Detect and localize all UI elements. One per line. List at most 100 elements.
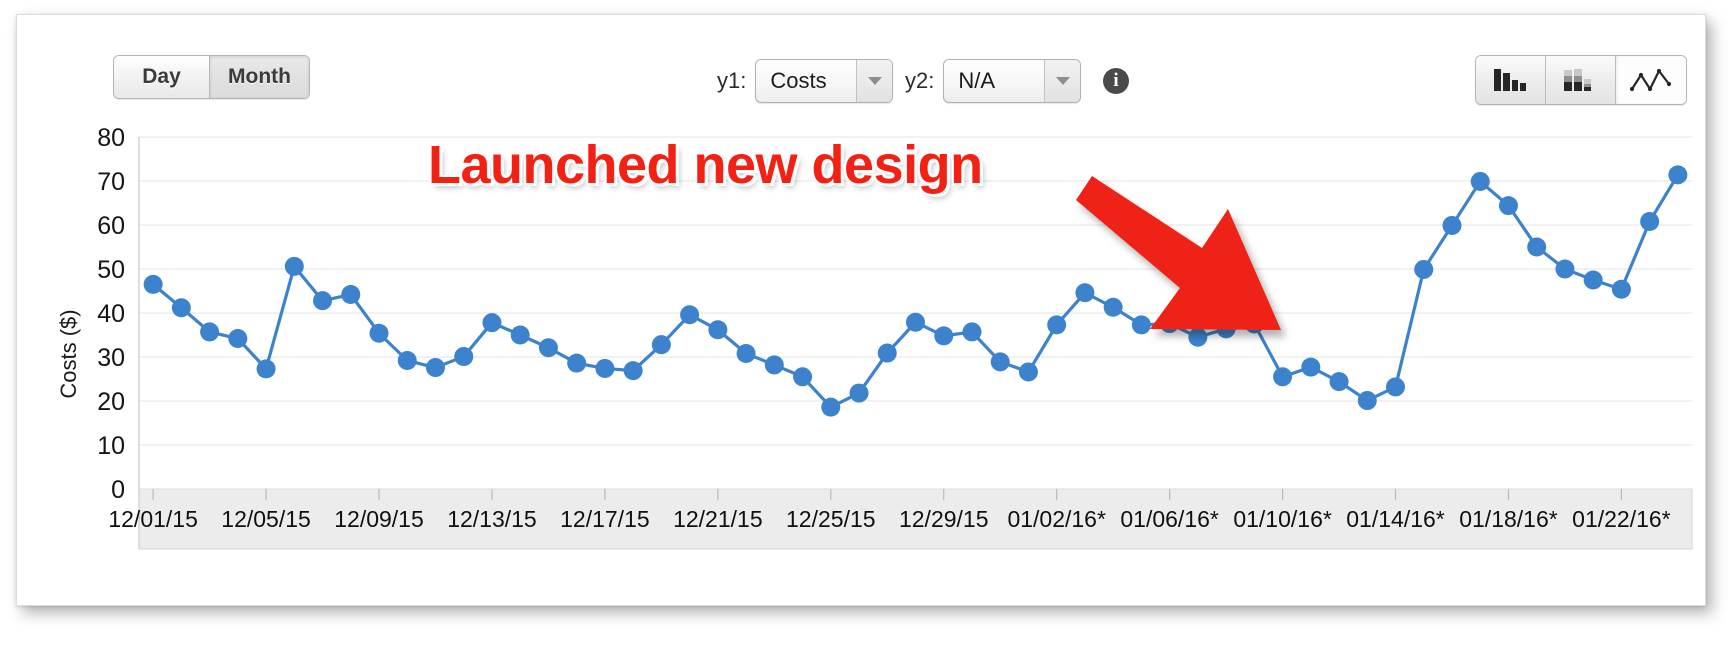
data-point[interactable] [313, 291, 333, 311]
data-point[interactable] [1103, 297, 1123, 317]
data-point[interactable] [877, 343, 897, 363]
chart-card: Day Month y1: Costs y2: N/A i [16, 14, 1706, 606]
data-point[interactable] [454, 347, 474, 367]
data-point[interactable] [764, 355, 784, 375]
y-tick-label: 40 [97, 300, 125, 328]
x-tick-label: 12/29/15 [899, 506, 989, 532]
data-point[interactable] [821, 397, 841, 417]
data-point[interactable] [1329, 372, 1349, 392]
chevron-down-icon[interactable] [856, 60, 893, 102]
y2-select[interactable]: N/A [943, 59, 1082, 103]
y-tick-label: 0 [111, 476, 125, 504]
data-point[interactable] [228, 329, 248, 349]
y2-label: y2: [905, 68, 935, 93]
data-point[interactable] [1498, 196, 1518, 216]
data-point[interactable] [1583, 270, 1603, 290]
x-tick-label: 12/13/15 [447, 506, 537, 532]
data-point[interactable] [962, 322, 982, 342]
x-tick-label: 01/10/16* [1233, 506, 1332, 532]
info-icon[interactable]: i [1103, 68, 1129, 94]
y-tick-label: 50 [97, 256, 125, 284]
data-point[interactable] [510, 325, 530, 345]
data-point[interactable] [538, 338, 558, 358]
stacked-bar-chart-icon [1563, 69, 1591, 91]
y-tick-label: 30 [97, 344, 125, 372]
data-point[interactable] [397, 351, 417, 371]
bar-chart-icon [1493, 69, 1526, 91]
y1-select-value: Costs [770, 68, 827, 93]
data-point[interactable] [1216, 319, 1236, 339]
data-point[interactable] [369, 323, 389, 343]
line-chart-icon [1629, 68, 1672, 92]
data-point[interactable] [1527, 237, 1547, 257]
data-point[interactable] [143, 274, 163, 294]
granularity-day-button[interactable]: Day [114, 56, 210, 98]
chart-type-button-group[interactable] [1475, 55, 1687, 105]
x-tick-label: 01/02/16* [1007, 506, 1106, 532]
x-tick-label: 12/21/15 [673, 506, 763, 532]
data-point[interactable] [736, 343, 756, 363]
y2-selector-group: y2: N/A [905, 59, 1082, 103]
data-point[interactable] [1414, 259, 1434, 279]
y-tick-label: 20 [97, 388, 125, 416]
data-point[interactable] [623, 361, 643, 381]
data-point[interactable] [425, 358, 445, 378]
data-point[interactable] [990, 352, 1010, 372]
x-tick-label: 01/06/16* [1120, 506, 1219, 532]
data-point[interactable] [1047, 315, 1067, 335]
data-point[interactable] [934, 326, 954, 346]
plot-area: Costs ($) 0 10 20 30 40 50 60 70 80 12/01/15 12/05… [17, 111, 1705, 607]
data-point[interactable] [1160, 314, 1180, 334]
line-chart-button[interactable] [1616, 56, 1686, 104]
data-point[interactable] [171, 298, 191, 318]
x-tick-label: 12/25/15 [786, 506, 876, 532]
data-point[interactable] [906, 312, 925, 332]
line-chart-canvas[interactable]: 0 10 20 30 40 50 60 70 80 12/01/15 12/05/15 12/09/1… [17, 111, 1707, 571]
data-point[interactable] [1273, 367, 1293, 387]
x-tick-label: 12/17/15 [560, 506, 650, 532]
granularity-toggle-group[interactable]: Day Month [113, 55, 310, 99]
y-tick-label: 80 [97, 124, 125, 152]
x-tick-label: 12/01/15 [108, 506, 198, 532]
data-point[interactable] [567, 353, 587, 373]
y-tick-label: 70 [97, 168, 125, 196]
data-point[interactable] [1018, 362, 1038, 382]
chart-toolbar: Day Month y1: Costs y2: N/A i [17, 15, 1705, 111]
data-point[interactable] [1188, 327, 1208, 347]
data-point[interactable] [482, 313, 502, 333]
granularity-month-button[interactable]: Month [210, 56, 309, 98]
data-point[interactable] [1301, 357, 1321, 377]
y1-label: y1: [717, 68, 747, 93]
data-point[interactable] [1131, 315, 1151, 335]
data-point[interactable] [595, 358, 615, 378]
data-point[interactable] [1668, 165, 1688, 185]
data-point[interactable] [651, 335, 671, 355]
data-point[interactable] [1442, 215, 1462, 235]
data-point[interactable] [1357, 391, 1377, 411]
x-tick-label: 12/09/15 [334, 506, 424, 532]
data-point[interactable] [1075, 283, 1095, 303]
data-point[interactable] [849, 383, 869, 403]
data-point[interactable] [341, 285, 361, 305]
y1-select[interactable]: Costs [755, 59, 894, 103]
data-point[interactable] [1470, 171, 1490, 191]
y1-selector-group: y1: Costs [717, 59, 894, 103]
data-point[interactable] [200, 322, 220, 342]
bar-chart-button[interactable] [1476, 56, 1546, 104]
data-point[interactable] [1386, 377, 1406, 397]
data-point[interactable] [256, 359, 276, 379]
y2-select-value: N/A [958, 68, 996, 93]
chevron-down-icon[interactable] [1044, 60, 1081, 102]
data-point[interactable] [680, 305, 700, 325]
x-tick-label: 01/22/16* [1572, 506, 1671, 532]
data-point[interactable] [793, 367, 813, 387]
data-point[interactable] [1244, 314, 1264, 334]
data-point[interactable] [708, 320, 728, 340]
data-point[interactable] [284, 256, 304, 276]
data-point[interactable] [1611, 279, 1631, 299]
data-point[interactable] [1555, 259, 1575, 279]
data-point[interactable] [1640, 211, 1660, 231]
stacked-bar-chart-button[interactable] [1546, 56, 1616, 104]
x-tick-label: 01/14/16* [1346, 506, 1445, 532]
